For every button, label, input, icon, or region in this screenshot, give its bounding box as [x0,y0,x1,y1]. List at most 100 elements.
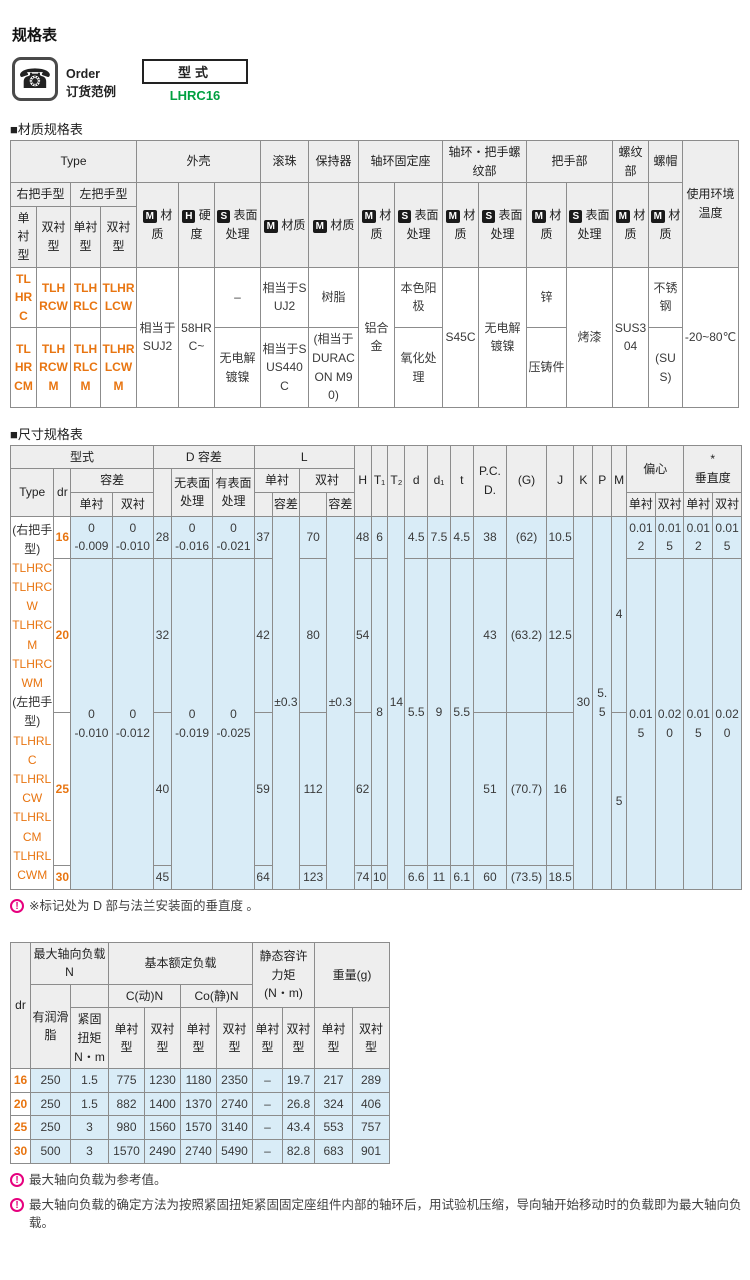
data-cell: 683 [314,1138,353,1164]
data-cell: ±0.3 [271,515,301,891]
header-cell: 保持器 [308,139,359,184]
header-cell: 双衬型 [216,1007,253,1070]
header-row: 单衬型 双衬型 单衬型 双衬型 [10,205,739,268]
data-cell: 1570 [108,1138,145,1164]
data-cell: 62 [353,711,372,867]
header-cell: 单衬 [683,491,714,517]
table-row: (右把手型) TLHRC TLHRCW TLHRCM TLHRCWM (左把手型) TLHR… [9,515,742,891]
header-cell: 双衬型 [36,205,71,268]
data-cell: 1370 [180,1091,217,1117]
header-cell [299,491,327,517]
header-cell: J [545,444,575,517]
header-cell: H [353,444,372,517]
data-cell: 5490 [216,1138,253,1164]
data-cell: 4.5 [404,515,429,559]
data-cell: 289 [352,1068,390,1093]
data-cell: 压铸件 [526,327,567,408]
data-cell: 18.5 [545,865,575,891]
data-cell: 500 [30,1138,71,1164]
header-cell: 螺帽 [648,139,683,184]
data-cell: – [252,1138,283,1164]
header-cell: 单衬型 [70,205,101,268]
data-cell: 1230 [144,1068,181,1093]
data-cell: 氧化处理 [394,327,443,408]
data-cell: 60 [472,865,508,891]
header-cell: 双衬型 [282,1007,315,1070]
header-cell: M 材质 [260,182,309,268]
data-cell: TLHRC [10,266,37,329]
data-cell: 2740 [216,1091,253,1117]
data-cell: 30 [573,515,594,891]
data-cell: 30 [10,1138,31,1164]
data-cell: 铝合金 [358,266,395,408]
header-cell: T₁ [370,444,389,517]
header-cell: M [611,444,628,517]
data-cell: 324 [314,1091,353,1117]
m-badge-icon: M [361,210,376,224]
header-row: 型式 D 容差 L H T₁ T₂ d d₁ t P.C.D. (G) J K P M 偏心 * 垂直度 [9,444,742,517]
data-cell: 59 [253,711,273,867]
data-cell: 2740 [180,1138,217,1164]
header-cell: 静态容许力矩 (N・m) [252,941,315,1009]
model-block: 型式 LHRC16 [142,59,249,103]
type-line: TLHRLCWM [13,848,52,882]
data-cell: 82.8 [282,1138,315,1164]
dimension_table: 型式 D 容差 L H T₁ T₂ d d₁ t P.C.D. (G) J K P M 偏心 * 垂直度 Type… [9,444,742,891]
data-cell: 0 -0.010 [70,557,113,891]
header-cell: 单衬 [253,468,301,493]
data-cell: (63.2) [506,557,547,713]
header-cell: 单衬型 [314,1007,353,1070]
data-cell: 9 [427,557,451,867]
material-table-wrap: Type 外壳 滚珠 保持器 轴环固定座 轴环・把手螺纹部 把手部 螺纹部 螺帽 使用环境温度 右把… [10,139,742,408]
m-badge-icon: M [312,219,327,233]
type-line: TLHRCWM [12,656,53,690]
data-cell: (SUS) [648,327,683,408]
header-cell: M 材质 [358,182,395,268]
header-cell: 轴环・把手螺纹部 [442,139,527,184]
load-table-wrap: dr 最大轴向负载 N 基本额定负载 静态容许力矩 (N・m) 重量(g) 有润滑脂 C(动… [10,941,742,1164]
data-cell: 相当于SUJ2 [260,266,309,329]
header-cell: 容差 [325,491,355,517]
data-cell: 406 [352,1091,390,1117]
model-code: LHRC16 [169,88,221,103]
s-badge-icon: S [398,210,412,224]
data-cell: 5.5 [592,515,613,891]
header-cell: 滚珠 [260,139,309,184]
order-label-en: Order [66,67,101,81]
data-cell: TLHRLC [70,266,101,329]
note-pin-icon: ! [10,1198,24,1212]
m-badge-icon: M [445,210,460,224]
data-cell: TLHRLCW [100,266,137,329]
data-cell: 0 -0.025 [212,557,255,891]
data-cell: 树脂 [308,266,359,329]
data-cell: 112 [299,711,327,867]
data-cell: 1.5 [70,1068,109,1093]
dimension-table-label: ■尺寸规格表 [10,426,83,442]
header-cell: 容差 [70,468,155,493]
s-badge-icon: S [569,210,583,224]
data-cell: 14 [387,515,406,891]
data-cell: TLHRCM [10,327,37,408]
header-cell: (G) [506,444,547,517]
data-cell: 1.5 [70,1091,109,1117]
header-cell: 单衬 [626,491,656,517]
h-badge-icon: H [182,210,196,224]
data-cell: 0 -0.016 [170,515,214,559]
header-cell: Co(静)N [180,983,253,1009]
header-cell: 左把手型 [70,182,137,207]
data-cell: 1180 [180,1068,217,1093]
data-cell: 1570 [180,1115,217,1140]
data-cell: TLHRCWM [36,327,71,408]
header-cell: 偏心 [626,444,685,493]
data-cell: 7.5 [427,515,451,559]
order-label-zh: 订货范例 [66,85,117,100]
data-cell: 相当于SUJ2 [136,266,179,408]
data-cell: 10 [370,865,389,891]
header-cell: 双衬 [654,491,685,517]
data-cell: 43.4 [282,1115,315,1140]
header-cell [153,468,172,517]
header-cell: D 容差 [153,444,255,470]
table-row: 16 250 1.5 775 1230 1180 2350–19.7 217 289 [10,1068,390,1093]
header-row: 右把手型 左把手型 M 材质 H 硬度 S 表面处理 M 材质 M 材质 M 材质 S 表面处理… [10,182,739,268]
data-cell: 123 [299,865,327,891]
